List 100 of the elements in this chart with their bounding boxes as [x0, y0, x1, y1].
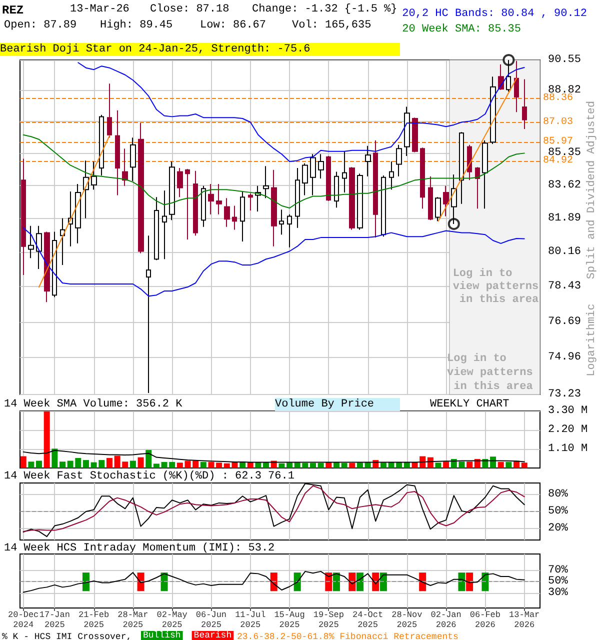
bar — [36, 460, 42, 468]
chart-title: 14 Week Fast Stochastic (%K)(%D) : 62.3 76.1 — [4, 470, 295, 482]
text: High: 89.45 — [100, 20, 173, 32]
y-tick-label: 3.30 M — [548, 405, 588, 417]
bar — [310, 462, 316, 468]
bar — [521, 462, 528, 468]
ref-line-label: 87.03 — [543, 116, 574, 128]
candlestick — [381, 174, 386, 238]
candlestick — [177, 168, 183, 198]
bar — [44, 411, 50, 468]
bar — [200, 462, 206, 468]
candlestick — [224, 198, 230, 228]
candlestick — [162, 190, 167, 260]
y-tick-label: 30% — [548, 586, 568, 599]
bar — [153, 464, 160, 468]
candlestick — [122, 148, 128, 186]
y-tick-label: 20% — [548, 522, 568, 535]
bar — [380, 462, 386, 468]
candlestick — [467, 144, 472, 181]
candlestick — [412, 117, 418, 153]
bar — [435, 462, 442, 468]
bar — [106, 458, 112, 468]
text: 20 Week SMA: 85.35 — [402, 24, 521, 36]
chart-title: REZ — [2, 4, 24, 18]
x-tick-label: 20-Dec 2024 — [8, 610, 39, 630]
bar — [208, 462, 214, 468]
y-tick-label: 81.89 — [548, 212, 582, 224]
bar — [498, 462, 504, 468]
candlestick — [404, 106, 410, 156]
bar — [28, 462, 34, 468]
bar — [146, 450, 152, 468]
candlestick — [169, 161, 175, 221]
bar — [20, 456, 26, 468]
text: Low: 86.67 — [200, 20, 266, 32]
text: WEEKLY CHART — [430, 398, 510, 410]
text: Change: -1.32 {-1.5 %} — [252, 4, 398, 16]
candlestick — [490, 76, 496, 144]
candlestick — [514, 60, 519, 113]
candlestick — [318, 154, 324, 179]
text: Volume By Price — [275, 398, 374, 410]
bar — [443, 462, 450, 468]
candlestick — [91, 161, 97, 190]
candlestick — [60, 218, 65, 266]
candlestick — [75, 183, 81, 244]
y-tick-label: 90.55 — [548, 54, 582, 66]
x-tick-label: 28-Mar 2025 — [118, 610, 148, 630]
candlestick — [52, 231, 57, 298]
line-series — [78, 62, 525, 162]
bar — [349, 462, 356, 468]
bar — [82, 460, 89, 468]
text: Bearish — [194, 630, 232, 640]
text: Open: 87.89 — [4, 20, 77, 32]
candlestick — [208, 183, 214, 215]
candlestick — [232, 205, 237, 230]
chart-title: 14 Week SMA Volume: 356.2 K — [4, 398, 183, 410]
candlestick — [115, 110, 120, 196]
bar — [130, 460, 136, 468]
x-tick-label: 13-Mar 2026 — [509, 610, 540, 630]
bar — [341, 462, 348, 468]
text: 20,2 HC Bands: 80.84 , 90.12 — [402, 8, 588, 20]
y-tick-label: 80% — [548, 488, 568, 500]
y-tick-label: 50% — [548, 576, 568, 588]
candlestick — [83, 160, 89, 219]
line-series — [22, 570, 525, 593]
candlestick — [420, 147, 425, 210]
band-label: Log in to view patterns in this area — [452, 268, 540, 306]
candlestick — [482, 140, 488, 210]
bar — [278, 463, 285, 468]
bar — [286, 462, 293, 468]
x-tick-label: 06-Jun 2025 — [196, 610, 227, 630]
text: Bullish — [143, 630, 181, 640]
candlestick — [428, 176, 433, 221]
x-tick-label: 24-Oct 2025 — [352, 610, 384, 630]
line-series — [22, 134, 525, 209]
candlestick — [201, 185, 206, 228]
x-tick-label: 21-Feb 2025 — [78, 610, 110, 630]
ref-line-label: 84.92 — [543, 156, 574, 167]
candlestick — [36, 225, 42, 270]
y-tick-label: 1.10 M — [548, 443, 588, 455]
candlestick — [365, 145, 371, 177]
candlestick — [459, 132, 464, 204]
x-tick-label: 15-Aug 2025 — [274, 610, 305, 630]
x-tick-label: 02-Jan 2026 — [430, 610, 462, 630]
candlestick — [435, 196, 441, 222]
bar — [52, 448, 58, 468]
candlestick — [326, 155, 331, 202]
candlestick — [68, 190, 73, 247]
text: Close: 87.18 — [150, 4, 230, 16]
candlestick — [107, 83, 112, 138]
y-tick-label: 2.20 M — [548, 424, 588, 436]
candlestick — [154, 196, 159, 261]
x-tick-label: 02-May 2025 — [156, 610, 188, 630]
candlestick — [185, 168, 190, 240]
candlestick — [248, 192, 253, 212]
candlestick — [396, 144, 402, 177]
text: Bearish Doji Star on 24-Jan-25, Strength: -75.6 — [0, 44, 310, 56]
candlestick — [310, 154, 316, 196]
bar — [506, 462, 512, 468]
y-tick-label: 83.62 — [548, 179, 582, 192]
x-tick-label: 19-Sep 2025 — [313, 610, 344, 630]
